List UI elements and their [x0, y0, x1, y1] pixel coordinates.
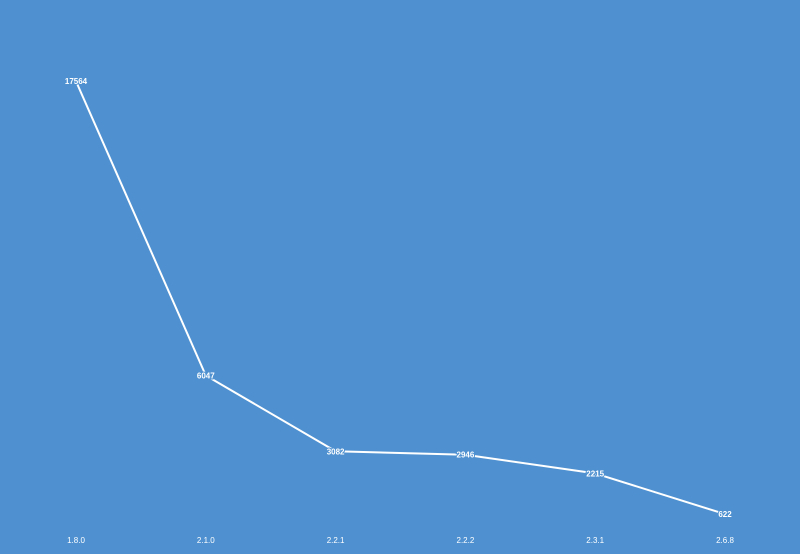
data-label-2-2-1: 3082: [327, 447, 345, 456]
data-label-1-8-0: 17564: [65, 77, 88, 86]
data-label-2-3-1: 2215: [586, 469, 604, 478]
x-tick-label-2-2-1: 2.2.1: [327, 536, 345, 545]
x-tick-label-2-6-8: 2.6.8: [716, 536, 734, 545]
x-tick-label-2-1-0: 2.1.0: [197, 536, 215, 545]
drop-lines: [75, 87, 726, 521]
x-tick-label-2-2-2: 2.2.2: [457, 536, 475, 545]
series-line: [75, 80, 726, 516]
data-label-2-6-8: 622: [718, 510, 732, 519]
x-axis-tick-labels: 1.8.0 2.1.0 2.2.1 2.2.2 2.3.1 2.6.8: [67, 536, 734, 545]
data-label-2-2-2: 2946: [457, 451, 475, 460]
data-label-2-1-0: 6047: [197, 372, 215, 381]
data-labels: 17564 6047 3082 2946 2215 622: [64, 76, 733, 520]
x-tick-label-1-8-0: 1.8.0: [67, 536, 85, 545]
x-tick-label-2-3-1: 2.3.1: [586, 536, 604, 545]
